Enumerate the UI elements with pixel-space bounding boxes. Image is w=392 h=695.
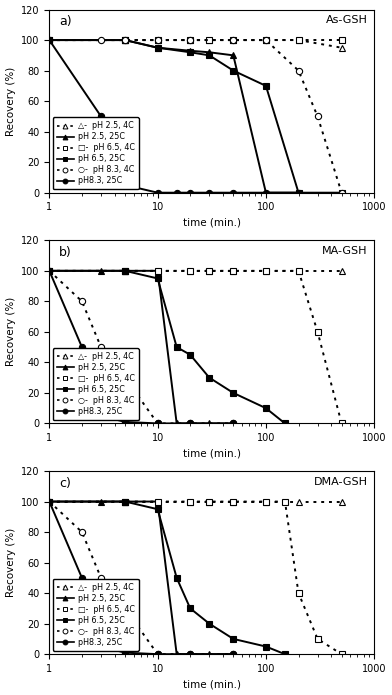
Y-axis label: Recovery (%): Recovery (%) <box>5 297 16 366</box>
Y-axis label: Recovery (%): Recovery (%) <box>5 528 16 597</box>
Legend: △-  pH 2.5, 4C, pH 2.5, 25C, □-  pH 6.5, 4C, pH 6.5, 25C, ○-  pH 8.3, 4C, pH8.3,: △- pH 2.5, 4C, pH 2.5, 25C, □- pH 6.5, 4… <box>53 117 138 190</box>
X-axis label: time (min.): time (min.) <box>183 449 241 459</box>
Text: b): b) <box>59 246 72 259</box>
Text: MA-GSH: MA-GSH <box>322 246 368 256</box>
Y-axis label: Recovery (%): Recovery (%) <box>5 67 16 136</box>
Text: DMA-GSH: DMA-GSH <box>314 477 368 486</box>
X-axis label: time (min.): time (min.) <box>183 680 241 689</box>
Legend: △-  pH 2.5, 4C, pH 2.5, 25C, □-  pH 6.5, 4C, pH 6.5, 25C, ○-  pH 8.3, 4C, pH8.3,: △- pH 2.5, 4C, pH 2.5, 25C, □- pH 6.5, 4… <box>53 579 138 651</box>
Legend: △-  pH 2.5, 4C, pH 2.5, 25C, □-  pH 6.5, 4C, pH 6.5, 25C, ○-  pH 8.3, 4C, pH8.3,: △- pH 2.5, 4C, pH 2.5, 25C, □- pH 6.5, 4… <box>53 348 138 420</box>
Text: As-GSH: As-GSH <box>326 15 368 25</box>
X-axis label: time (min.): time (min.) <box>183 218 241 228</box>
Text: a): a) <box>59 15 72 28</box>
Text: c): c) <box>59 477 71 489</box>
